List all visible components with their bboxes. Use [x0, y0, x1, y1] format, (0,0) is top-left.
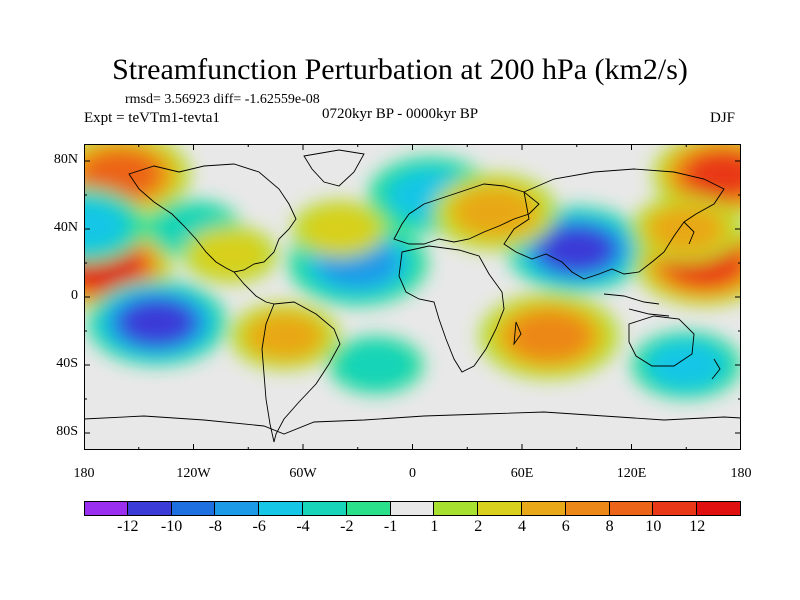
contour-band — [453, 187, 536, 237]
colorbar-label: -4 — [296, 518, 310, 535]
colorbar-label: -8 — [208, 518, 223, 535]
field-anomaly — [328, 336, 424, 394]
contour-band — [648, 206, 725, 252]
colorbar-cell — [390, 501, 435, 516]
colorbar-cell — [171, 501, 216, 516]
contour-band — [246, 313, 323, 360]
period-label: 0720kyr BP - 0000kyr BP — [322, 106, 479, 122]
field-anomaly — [652, 144, 741, 218]
map-panel — [84, 144, 741, 450]
colorbar-label: 10 — [645, 518, 662, 535]
lon-tick-label: 120W — [176, 466, 211, 481]
colorbar-cell — [609, 501, 654, 516]
contour-band — [301, 205, 378, 253]
lat-tick-label: 0 — [71, 288, 78, 303]
colorbar-cell — [478, 501, 522, 516]
stats-text: rmsd= 3.56923 diff= -1.62559e-08 — [125, 92, 320, 107]
colorbar-cell — [697, 501, 741, 516]
coast-asia — [503, 168, 725, 280]
colorbar-label: 6 — [561, 518, 570, 535]
field-anomaly — [182, 225, 278, 284]
contour-band — [337, 341, 415, 389]
contour-band — [84, 200, 126, 251]
coast-south-america — [261, 301, 341, 443]
field-anomaly — [292, 200, 387, 258]
lon-tick-label: 60W — [289, 466, 317, 481]
lat-tick-label: 40S — [56, 356, 78, 371]
lat-tick-label: 80N — [53, 152, 78, 167]
field-anomaly — [84, 187, 147, 264]
colorbar-cell — [653, 501, 698, 516]
contour-band — [541, 227, 613, 271]
colorbar-label: 12 — [689, 518, 706, 535]
colorbar-cell — [127, 501, 172, 516]
colorbar-label: -10 — [160, 518, 183, 535]
lon-tick-label: 60E — [510, 466, 534, 481]
coast-australia — [628, 315, 695, 367]
field-anomaly — [631, 331, 741, 399]
lon-tick-label: 180 — [73, 466, 95, 481]
contour-band — [648, 342, 725, 388]
colorbar-cell — [565, 501, 610, 516]
contour-band — [84, 151, 158, 198]
field-anomaly — [506, 206, 647, 293]
field-anomaly — [229, 302, 340, 370]
coast-central-america — [233, 271, 275, 305]
coast-europe — [393, 183, 540, 245]
experiment-label: Expt = teVTm1-tevta1 — [84, 110, 220, 126]
colorbar — [84, 501, 741, 516]
lon-tick-label: 180 — [730, 466, 752, 481]
contour-band — [191, 231, 269, 278]
contour-band — [509, 311, 590, 361]
season-label: DJF — [710, 110, 736, 126]
colorbar-label: 2 — [474, 518, 483, 535]
coast-africa — [398, 245, 505, 373]
coast-antarctica — [84, 411, 741, 435]
contour-band — [687, 153, 741, 197]
lon-tick-label: 120E — [616, 466, 647, 481]
colorbar-label: -2 — [340, 518, 354, 535]
coast-madagascar — [513, 321, 522, 346]
coast-indonesia — [603, 293, 670, 317]
lon-tick-label: 0 — [409, 466, 416, 481]
lat-tick-label: 40N — [53, 220, 78, 235]
colorbar-label: -1 — [383, 518, 398, 535]
lat-tick-label: 80S — [56, 424, 78, 439]
field-anomaly — [87, 279, 227, 366]
coast-new-zealand — [711, 358, 721, 380]
colorbar-label: -6 — [252, 518, 266, 535]
colorbar-cell — [259, 501, 303, 516]
coast-greenland — [303, 149, 365, 187]
colorbar-cell — [215, 501, 260, 516]
contour-band — [121, 301, 193, 344]
field-anomaly — [432, 173, 558, 251]
colorbar-cell — [346, 501, 391, 516]
streamfunction-map — [84, 144, 741, 450]
colorbar-label: -12 — [117, 518, 139, 535]
field-anomaly — [631, 195, 741, 263]
plot-title: Streamfunction Perturbation at 200 hPa (… — [112, 53, 688, 86]
coast-japan — [683, 221, 695, 245]
colorbar-cell — [303, 501, 347, 516]
colorbar-cell — [84, 501, 128, 516]
colorbar-cell — [434, 501, 479, 516]
colorbar-label: 8 — [605, 518, 614, 535]
field-anomaly — [479, 293, 620, 380]
colorbar-cell — [522, 501, 566, 516]
coast-north-america — [128, 163, 297, 273]
colorbar-label: 4 — [518, 518, 526, 535]
colorbar-label: 1 — [430, 518, 439, 535]
